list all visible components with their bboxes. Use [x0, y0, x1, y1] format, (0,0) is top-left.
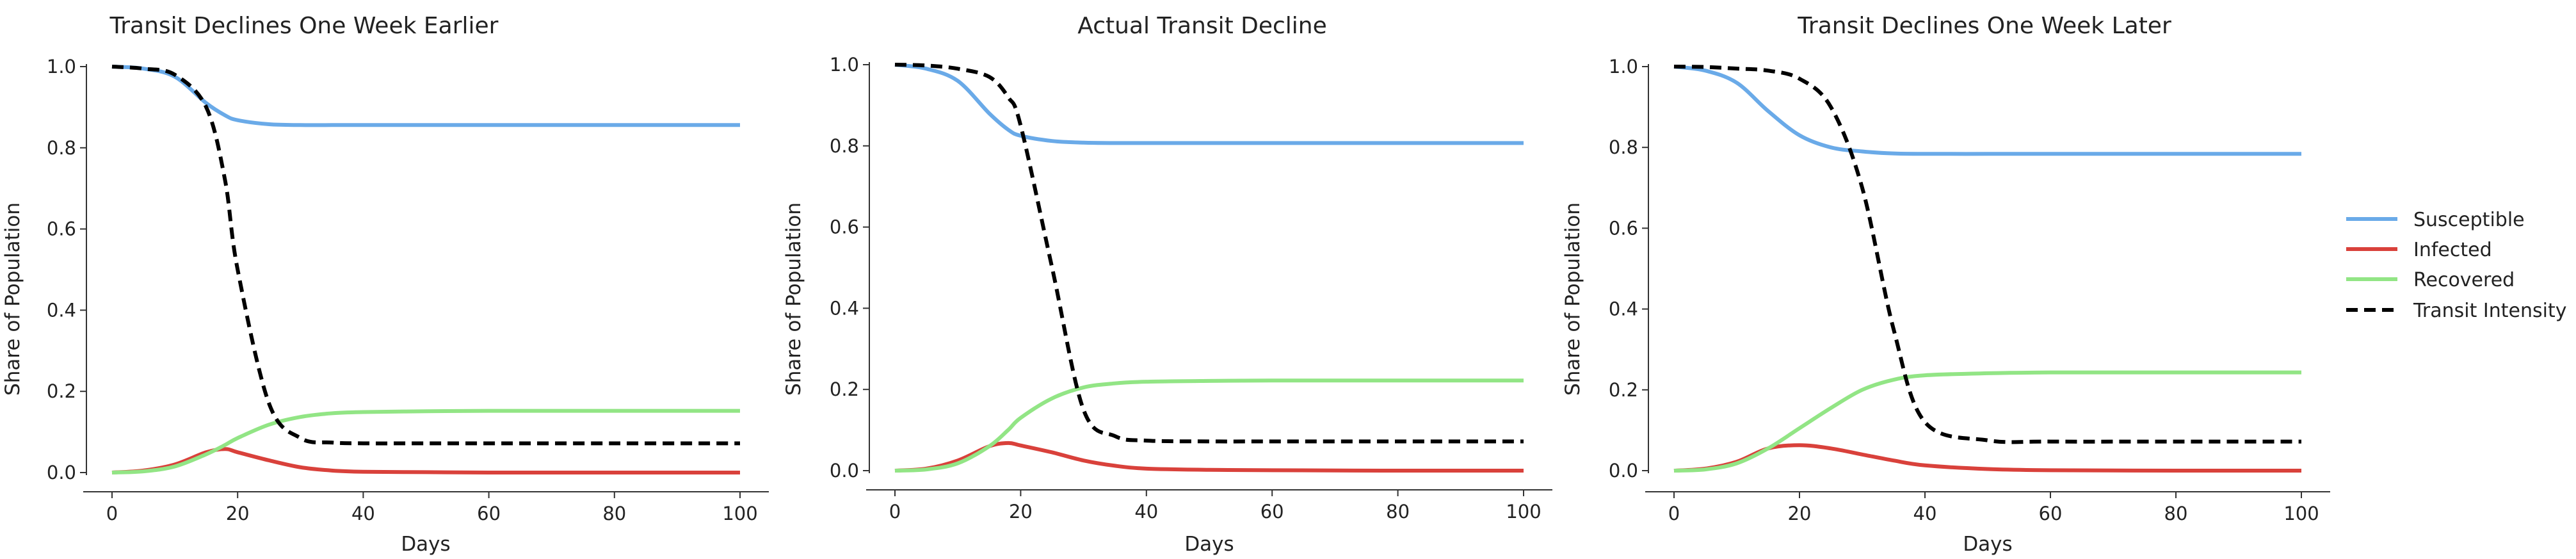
plot-area-2: 0.0 0.2 0.4 0.6 0.8 1.0 0 20 40 60 80 100: [830, 54, 1552, 523]
y-tick-label: 0.8: [830, 135, 859, 157]
y-tick-label: 0.0: [47, 462, 76, 483]
plot-area-1: 0.0 0.2 0.4 0.6 0.8 1.0 0 20 40 60 80 100: [47, 56, 769, 524]
y-tick-label: 0.2: [47, 380, 76, 402]
y-tick-label: 0.6: [47, 218, 76, 240]
y-tick-label: 0.6: [830, 216, 859, 238]
x-tick-label: 40: [351, 503, 375, 524]
x-tick-label: 100: [1506, 501, 1541, 523]
plot-area-3: 0.0 0.2 0.4 0.6 0.8 1.0 0 20 40 60 80 100: [1609, 56, 2330, 524]
x-tick-label: 0: [1668, 503, 1680, 524]
x-tick-label: 20: [1788, 503, 1812, 524]
chart-panel-actual: Actual Transit Decline Share of Populati…: [782, 13, 1327, 556]
x-tick-label: 20: [1009, 501, 1033, 523]
x-tick-label: 0: [106, 503, 118, 524]
y-tick-label: 0.8: [47, 137, 76, 159]
series-line-infected: [894, 441, 1524, 473]
x-tick-label: 80: [2164, 503, 2188, 524]
x-tick-label: 60: [2039, 503, 2063, 524]
series-line-susceptible: [1673, 65, 2301, 156]
chart-panel-earlier: Transit Declines One Week Earlier Share …: [1, 13, 499, 556]
y-tick-label: 0.2: [830, 378, 859, 400]
x-axis-label: Days: [401, 533, 450, 556]
x-tick-label: 40: [1913, 503, 1937, 524]
x-axis-label: Days: [1184, 533, 1234, 556]
series-line-recovered: [1673, 370, 2301, 473]
series-line-transit-intensity: [111, 65, 740, 446]
y-tick-label: 0.4: [830, 297, 859, 319]
y-tick-label: 0.8: [1609, 136, 1638, 158]
x-axis-label: Days: [1963, 533, 2012, 556]
x-tick-label: 60: [1260, 501, 1284, 523]
y-tick-label: 0.0: [1609, 460, 1638, 482]
chart-title: Transit Declines One Week Later: [1797, 13, 2171, 39]
x-tick-label: 100: [722, 503, 757, 524]
y-tick-label: 0.0: [830, 460, 859, 482]
y-tick-label: 0.4: [47, 299, 76, 321]
series-line-recovered: [894, 378, 1524, 473]
chart-title: Actual Transit Decline: [1077, 13, 1327, 39]
y-tick-label: 0.2: [1609, 379, 1638, 401]
legend-label-infected: Infected: [2413, 239, 2492, 261]
series-line-transit-intensity: [894, 63, 1524, 444]
legend-label-susceptible: Susceptible: [2413, 209, 2525, 231]
chart-title: Transit Declines One Week Earlier: [109, 13, 499, 39]
legend-label-recovered: Recovered: [2413, 269, 2515, 291]
y-axis-label: Share of Population: [1561, 202, 1584, 396]
y-tick-label: 0.6: [1609, 217, 1638, 239]
series-line-susceptible: [894, 63, 1524, 145]
series-line-recovered: [111, 409, 740, 474]
x-tick-label: 0: [889, 501, 901, 523]
y-tick-label: 0.4: [1609, 298, 1638, 320]
y-tick-label: 1.0: [47, 56, 76, 77]
legend-label-transit-intensity: Transit Intensity: [2413, 300, 2567, 322]
series-line-transit-intensity: [1673, 65, 2301, 444]
legend: Susceptible Infected Recovered Transit I…: [2346, 209, 2567, 322]
y-tick-label: 1.0: [1609, 56, 1638, 77]
x-tick-label: 100: [2283, 503, 2319, 524]
x-tick-label: 60: [477, 503, 501, 524]
y-tick-label: 1.0: [830, 54, 859, 76]
x-tick-label: 20: [226, 503, 250, 524]
y-axis-label: Share of Population: [782, 202, 805, 396]
x-tick-label: 80: [1386, 501, 1410, 523]
chart-panel-later: Transit Declines One Week Later Share of…: [1561, 13, 2171, 556]
x-tick-label: 80: [602, 503, 626, 524]
series-line-susceptible: [111, 65, 740, 127]
y-axis-label: Share of Population: [1, 202, 24, 396]
series-line-infected: [111, 447, 740, 475]
x-tick-label: 40: [1134, 501, 1158, 523]
